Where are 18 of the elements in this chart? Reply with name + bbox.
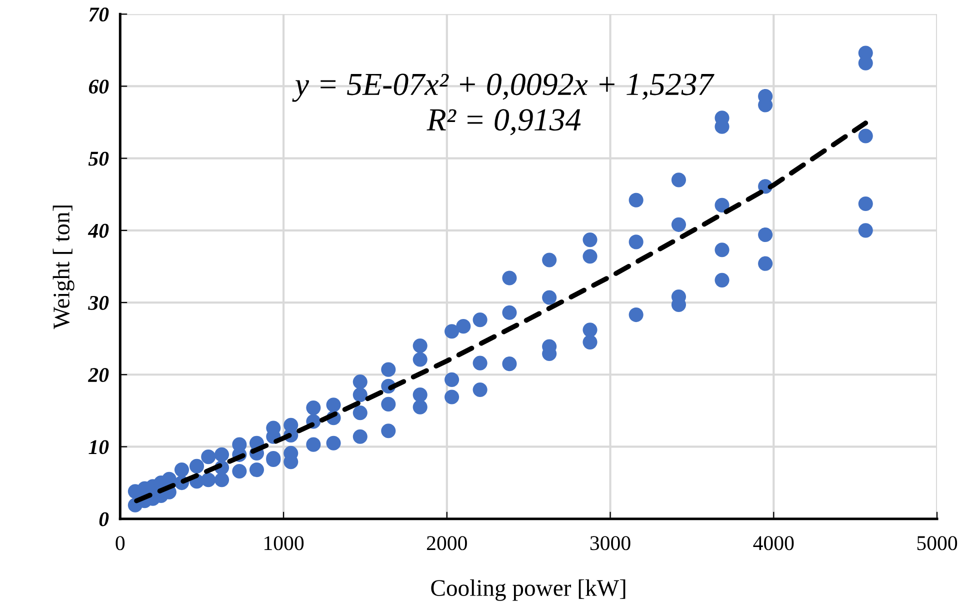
x-tick-label: 2000 (426, 536, 467, 550)
x-tick-label: 1000 (264, 536, 304, 550)
y-tick-label: 0 (99, 512, 109, 526)
y-tick-label: 50 (88, 152, 109, 166)
y-tick-label: 10 (88, 440, 109, 454)
x-tick-label: 3000 (590, 536, 630, 550)
y-tick-label: 20 (88, 368, 109, 382)
x-tick-label: 0 (116, 536, 125, 550)
y-tick-label: 40 (88, 224, 109, 238)
y-tick-label: 30 (88, 296, 109, 310)
x-axis-title: Cooling power [kW] (431, 579, 626, 601)
annotation: y = 5E-07x² + 0,0092x + 1,5237 (292, 74, 714, 102)
y-axis-title: Weight [ ton] (52, 206, 74, 330)
y-tick-label: 60 (88, 80, 109, 94)
y-tick-label: 70 (89, 7, 109, 22)
x-tick-label: 4000 (753, 536, 794, 550)
annotation: R² = 0,9134 (426, 109, 581, 136)
x-tick-label: 5000 (917, 536, 958, 550)
